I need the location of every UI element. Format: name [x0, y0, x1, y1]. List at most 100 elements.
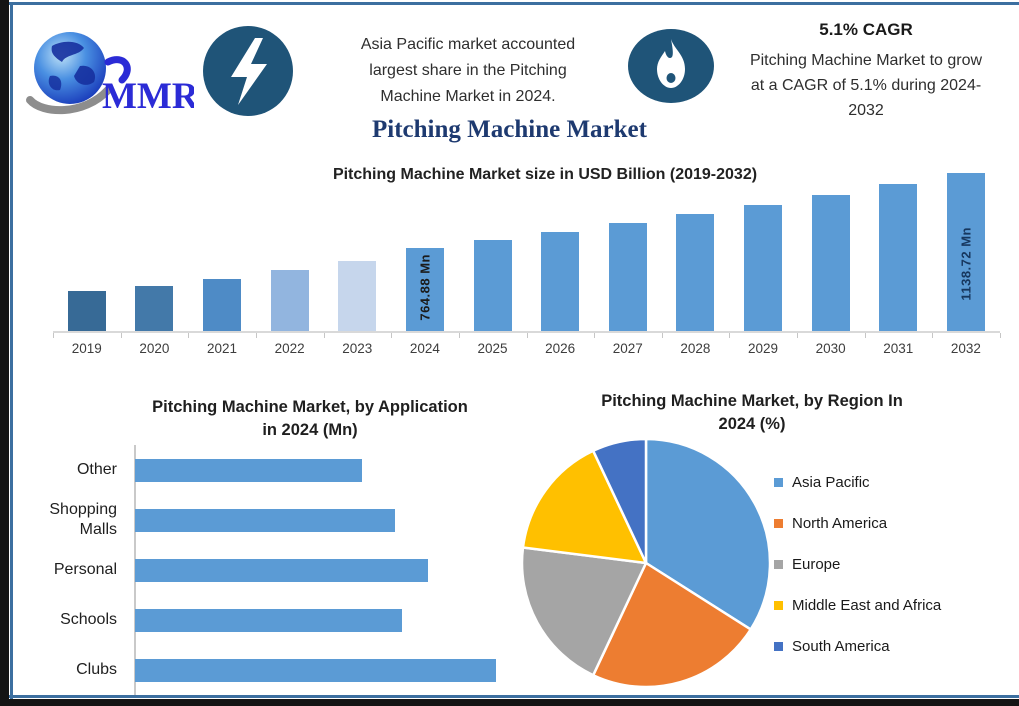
legend-marker-icon — [774, 642, 783, 651]
x-tick-label-2026: 2026 — [545, 341, 576, 356]
bar-2019 — [67, 291, 106, 331]
bar-slot-2023 — [324, 159, 392, 331]
page-title: Pitching Machine Market — [372, 116, 647, 143]
legend-item-middle-east-and-africa: Middle East and Africa — [774, 596, 941, 615]
application-row-shopping-malls: Shopping Malls — [20, 495, 520, 545]
bottom-black-strip — [0, 699, 1019, 706]
legend-label: North America — [792, 515, 888, 532]
cagr-highlight: 5.1% CAGR Pitching Machine Market to gro… — [716, 20, 1016, 123]
bar-slot-2021 — [188, 159, 256, 331]
legend-label: Middle East and Africa — [792, 597, 942, 614]
legend-label: Asia Pacific — [792, 474, 870, 491]
application-title-line1: Pitching Machine Market, by Application — [152, 398, 468, 416]
x-tick-label-2027: 2027 — [612, 341, 643, 356]
legend-label: South America — [792, 638, 890, 655]
frame-border-bottom — [9, 695, 1019, 698]
x-tick-label-2022: 2022 — [274, 341, 305, 356]
left-black-strip — [0, 0, 9, 706]
x-axis-tick — [661, 333, 663, 338]
bar-2029 — [744, 204, 783, 331]
application-row-schools: Schools — [20, 595, 520, 645]
bar-slot-2027 — [594, 159, 662, 331]
x-tick-label-2030: 2030 — [815, 341, 846, 356]
x-tick-label-2020: 2020 — [139, 341, 170, 356]
highlight-line: Machine Market in 2024. — [380, 88, 556, 105]
bar-slot-2022 — [256, 159, 324, 331]
x-axis-tick — [391, 333, 393, 338]
cagr-line: at a CAGR of 5.1% during 2024- — [750, 77, 982, 94]
application-row-clubs: Clubs — [20, 645, 520, 695]
bar-slot-2031 — [865, 159, 933, 331]
bar-data-label-2024: 764.88 Mn — [417, 254, 433, 321]
bar-slot-2028 — [662, 159, 730, 331]
region-title-line1: Pitching Machine Market, by Region In — [601, 392, 903, 410]
legend-item-south-america: South America — [774, 637, 941, 656]
bar-2023 — [338, 261, 377, 331]
bar-2032 — [946, 173, 985, 331]
cagr-line: Pitching Machine Market to grow — [749, 52, 983, 69]
bar-slot-2030 — [797, 159, 865, 331]
legend-marker-icon — [774, 519, 783, 528]
bar-slot-2020 — [121, 159, 189, 331]
x-axis-tick — [120, 333, 122, 338]
x-axis-tick — [594, 333, 596, 338]
application-row-personal: Personal — [20, 545, 520, 595]
bar-2027 — [608, 223, 647, 331]
bar-2022 — [270, 270, 309, 331]
legend-item-asia-pacific: Asia Pacific — [774, 473, 941, 492]
legend-marker-icon — [774, 560, 783, 569]
x-tick-label-2032: 2032 — [950, 341, 981, 356]
market-size-x-axis: 2019 2020 2021 2022 2023 2024 2025 2026 2027 2028… — [53, 341, 1000, 356]
application-plot: Other Shopping Malls Personal Schools Clubs — [20, 445, 520, 695]
flame-icon — [628, 29, 714, 103]
market-size-chart: 764.88 Mn 1138.72 Mn — [53, 159, 1001, 338]
bar-2028 — [676, 214, 715, 331]
application-bar — [135, 458, 362, 482]
legend-item-north-america: North America — [774, 514, 941, 533]
bar-slot-2024: 764.88 Mn — [391, 159, 459, 331]
highlight-line: Asia Pacific market accounted — [360, 36, 576, 53]
x-axis-tick — [526, 333, 528, 338]
frame-border-left — [10, 2, 13, 699]
bar-slot-2032: 1138.72 Mn — [932, 159, 1000, 331]
region-legend: Asia Pacific North America Europe Middle Ea… — [774, 473, 941, 678]
application-label: Schools — [60, 611, 117, 628]
bar-2026 — [541, 232, 580, 331]
x-axis-tick — [729, 333, 731, 338]
x-tick-label-2025: 2025 — [477, 341, 508, 356]
bar-2024 — [405, 248, 444, 331]
application-bar — [135, 658, 497, 682]
application-title-line2: in 2024 (Mn) — [262, 421, 358, 439]
x-tick-label-2021: 2021 — [207, 341, 238, 356]
legend-marker-icon — [774, 601, 783, 610]
x-axis-tick — [864, 333, 866, 338]
application-chart: Pitching Machine Market, by Application … — [20, 392, 520, 695]
x-axis-tick — [1000, 333, 1001, 338]
bar-slot-2026 — [526, 159, 594, 331]
application-row-other: Other — [20, 445, 520, 495]
x-tick-label-2024: 2024 — [409, 341, 440, 356]
bar-slot-2019 — [53, 159, 121, 331]
bar-data-label-2032: 1138.72 Mn — [958, 227, 974, 301]
x-tick-label-2029: 2029 — [748, 341, 779, 356]
x-tick-label-2028: 2028 — [680, 341, 711, 356]
region-pie — [520, 437, 772, 689]
bar-2025 — [473, 240, 512, 331]
x-tick-label-2031: 2031 — [883, 341, 914, 356]
highlight-asia-pacific: Asia Pacific market accounted largest sh… — [322, 32, 614, 110]
application-bar — [135, 558, 428, 582]
bar-slot-2025 — [459, 159, 527, 331]
bar-2030 — [811, 194, 850, 331]
svg-text:MMR: MMR — [102, 76, 194, 117]
cagr-title: 5.1% CAGR — [819, 20, 913, 39]
legend-marker-icon — [774, 478, 783, 487]
mmr-logo: MMR — [22, 28, 200, 120]
pie-slice-south-america — [591, 437, 648, 565]
x-axis-tick — [188, 333, 190, 338]
x-axis-tick — [323, 333, 325, 338]
region-chart: Pitching Machine Market, by Region In 20… — [520, 385, 1019, 695]
bar-2031 — [879, 184, 918, 331]
application-label: Personal — [53, 561, 117, 578]
x-tick-label-2019: 2019 — [71, 341, 102, 356]
